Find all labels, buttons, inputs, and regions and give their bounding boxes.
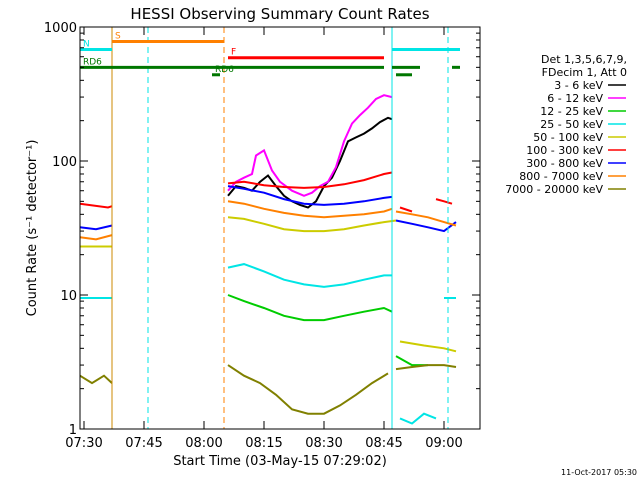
series-12-25-kev-line-2 (395, 355, 428, 367)
x-axis-label: Start Time (03-May-15 07:29:02) (173, 454, 387, 469)
x-tick-label: 08:45 (365, 436, 402, 451)
series-800-7000-kev-line-3 (395, 210, 457, 227)
series-25-50-kev-line-3 (399, 412, 437, 425)
series-800-7000-kev-line-1 (79, 234, 113, 241)
flag-label-rd6-5: RD6 (215, 65, 234, 75)
series-50-100-kev-line-3 (399, 340, 457, 353)
series-7000-20000-kev-line-1 (79, 374, 113, 385)
series-100-300-kev-line-4 (435, 198, 453, 205)
legend-entry-12-25-kev: 12 - 25 keV (540, 105, 603, 118)
flag-label-rd6-4: RD6 (83, 57, 102, 67)
series-7000-20000-kev-line-3 (395, 364, 457, 371)
legend-entry-7000-20000-kev: 7000 - 20000 keV (505, 183, 603, 196)
series-25-50-kev-line-2 (227, 263, 392, 288)
legend-entry-50-100-kev: 50 - 100 keV (533, 131, 603, 144)
series-50-100-kev-line-2 (227, 216, 397, 233)
series-6-12-kev-line-1 (227, 94, 393, 197)
flag-label-s-1: S (115, 31, 121, 41)
legend-header-1: Det 1,3,5,6,7,9, (541, 53, 627, 66)
legend-header-2: FDecim 1, Att 0 (542, 66, 627, 79)
x-tick-label: 08:00 (185, 436, 222, 451)
flag-label-f-3: F (231, 48, 236, 58)
series-300-800-kev-line-1 (79, 224, 113, 231)
y-tick-label: 10 (60, 289, 77, 304)
x-tick-label: 08:15 (245, 436, 282, 451)
legend-entry-100-300-kev: 100 - 300 keV (526, 144, 603, 157)
series-800-7000-kev-line-2 (227, 200, 393, 219)
plot-frame (79, 26, 481, 430)
x-tick-label: 07:30 (65, 436, 102, 451)
series-7000-20000-kev-line-2 (227, 364, 389, 415)
series-100-300-kev-line-3 (399, 206, 413, 213)
series-12-25-kev-line-1 (227, 294, 393, 322)
legend-entry-800-7000-kev: 800 - 7000 keV (519, 170, 603, 183)
footer-date: 11-Oct-2017 05:30 (561, 468, 637, 477)
series-100-300-kev-line-1 (79, 202, 113, 209)
x-tick-label: 07:45 (125, 436, 162, 451)
flag-label-n-2: N (83, 39, 90, 49)
y-tick-label: 100 (52, 155, 77, 170)
y-tick-label: 1000 (44, 21, 77, 36)
legend-entry-3-6-kev: 3 - 6 keV (554, 79, 603, 92)
x-tick-label: 09:00 (425, 436, 462, 451)
legend-entry-6-12-kev: 6 - 12 keV (547, 92, 603, 105)
chart-title: HESSI Observing Summary Count Rates (130, 5, 429, 23)
series-100-300-kev-line-2 (227, 171, 393, 189)
series-300-800-kev-line-2 (227, 185, 393, 206)
legend-entry-300-800-kev: 300 - 800 keV (526, 157, 603, 170)
legend-entry-25-50-kev: 25 - 50 keV (540, 118, 603, 131)
x-tick-label: 08:30 (305, 436, 342, 451)
y-axis-label: Count Rate (s⁻¹ detector⁻¹) (25, 140, 40, 317)
y-tick-label: 1 (69, 423, 77, 438)
